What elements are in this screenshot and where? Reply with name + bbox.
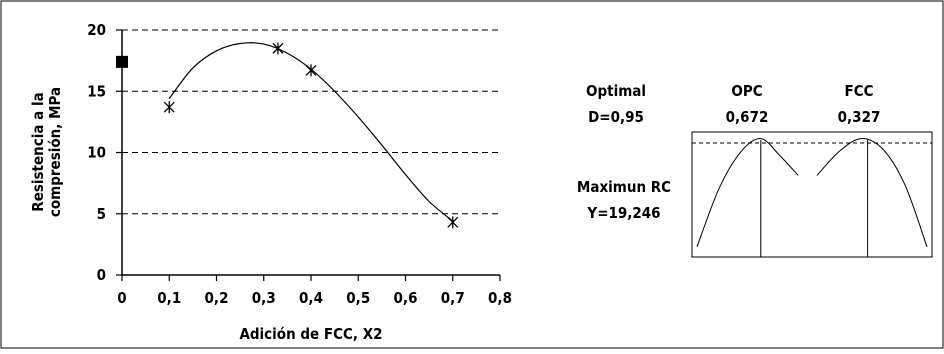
x-tick-label: 0,7 <box>441 289 465 307</box>
y-tick-label: 20 <box>87 21 106 39</box>
y-axis-label-line-2: compresión, MPa <box>46 87 64 217</box>
grid-lines <box>122 29 500 215</box>
star-data-point <box>447 216 459 229</box>
response-label: Maximun RC <box>577 178 671 196</box>
optimal-label: Optimal <box>586 82 646 100</box>
y-tick-label: 5 <box>97 205 106 223</box>
opc-response-curve <box>696 138 799 248</box>
x-tick-label: 0,6 <box>394 289 418 307</box>
y-tick-label: 10 <box>87 144 106 162</box>
y-tick-label: 0 <box>97 266 106 284</box>
x-axis-label: Adición de FCC, X2 <box>239 325 382 343</box>
x-tick-label: 0,2 <box>205 289 229 307</box>
x-tick-label: 0 <box>117 289 126 307</box>
star-data-point <box>163 101 175 114</box>
factor-opc-value: 0,672 <box>726 108 769 126</box>
factor-fcc-name: FCC <box>844 82 873 100</box>
x-tick-label: 0,8 <box>488 289 512 307</box>
x-tick-labels: 0 0,1 0,2 0,3 0,4 0,5 0,6 0,7 0,8 <box>117 275 512 307</box>
optimizer-box <box>691 131 933 258</box>
y-tick-labels: 0 5 10 15 20 <box>87 21 122 284</box>
square-data-point <box>116 55 128 68</box>
x-tick-label: 0,4 <box>299 289 323 307</box>
factor-opc-name: OPC <box>731 82 762 100</box>
data-points <box>116 42 459 229</box>
fcc-response-curve <box>816 138 928 248</box>
star-data-point <box>272 42 284 55</box>
star-data-point <box>305 64 317 77</box>
optimizer-panel: Optimal D=0,95 OPC 0,672 FCC 0,327 Maxim… <box>577 82 933 258</box>
y-tick-label: 15 <box>87 82 106 100</box>
chart: 0 0,1 0,2 0,3 0,4 0,5 0,6 0,7 0,8 0 5 10 15 20 Adici… <box>29 21 512 343</box>
desirability-value: D=0,95 <box>588 108 644 126</box>
factor-fcc-value: 0,327 <box>838 108 881 126</box>
x-tick-label: 0,1 <box>157 289 181 307</box>
x-tick-label: 0,3 <box>252 289 276 307</box>
y-axis-label-line-1: Resistencia a la <box>29 92 47 211</box>
response-value: Y=19,246 <box>586 204 660 222</box>
x-tick-label: 0,5 <box>346 289 370 307</box>
